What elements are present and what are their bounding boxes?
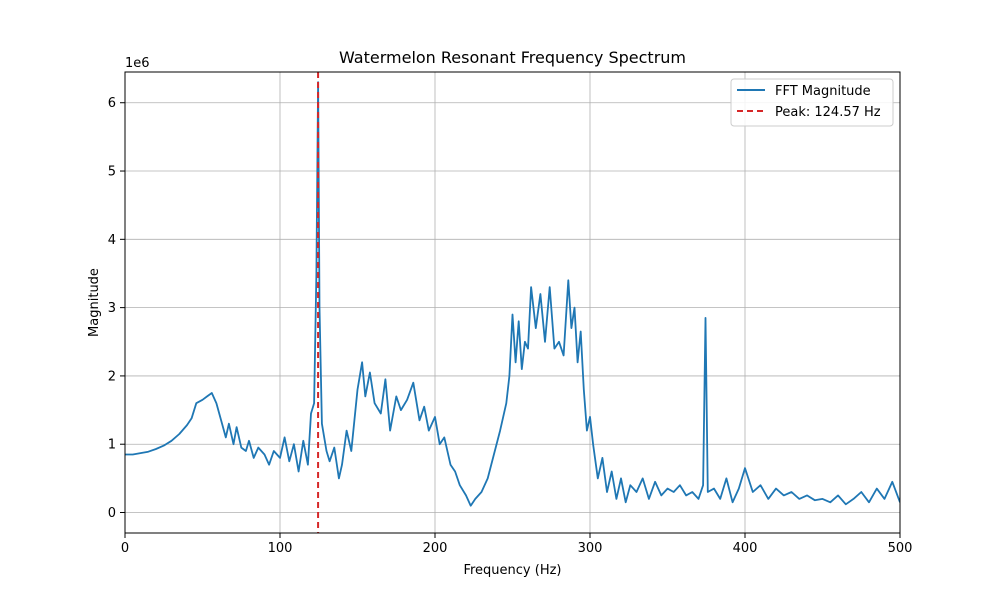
x-tick-label-2: 200 [423, 541, 448, 556]
chart-title: Watermelon Resonant Frequency Spectrum [339, 48, 686, 67]
legend-frame [730, 78, 894, 127]
x-tick-label-5: 500 [888, 541, 913, 556]
y-tick-label-1: 1 [108, 438, 116, 453]
y-tick-label-2: 2 [108, 369, 116, 384]
grid [124, 72, 901, 533]
x-axis-label: Frequency (Hz) [463, 563, 561, 578]
y-axis-label: Magnitude [87, 268, 102, 337]
y-tick-label-0: 0 [108, 506, 116, 521]
y-tick-label-4: 4 [108, 233, 116, 248]
x-tick-label-1: 100 [268, 541, 293, 556]
axis-ticks: 0 100 200 300 400 500 0 1 2 3 4 5 6 [108, 96, 913, 556]
x-tick-label-3: 300 [578, 541, 603, 556]
series-line-fft-magnitude [125, 81, 900, 507]
y-tick-label-6: 6 [108, 96, 116, 111]
x-tick-label-0: 0 [121, 541, 129, 556]
plot-area [125, 72, 900, 533]
legend: FFT Magnitude Peak: 124.57 Hz [730, 78, 894, 127]
y-axis-offset-label: 1e6 [125, 56, 150, 71]
legend-label-fft-magnitude: FFT Magnitude [775, 84, 871, 99]
legend-label-peak: Peak: 124.57 Hz [775, 105, 881, 120]
x-tick-label-4: 400 [733, 541, 758, 556]
y-tick-label-3: 3 [108, 301, 116, 316]
y-tick-label-5: 5 [108, 165, 116, 180]
axes-frame [124, 71, 901, 534]
